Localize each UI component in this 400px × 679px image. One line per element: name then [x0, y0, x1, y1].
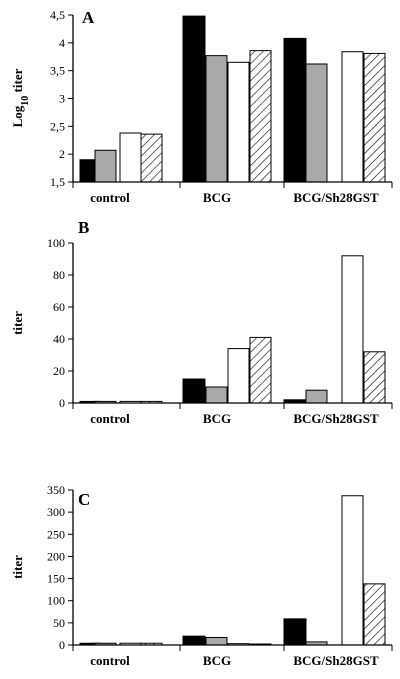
- bar-series-1-bcg: [182, 378, 206, 404]
- x-category-label: BCG: [203, 190, 231, 205]
- bar-series-2-bcg: [205, 55, 228, 183]
- bar-series-4-bcg-sh28gst: [363, 583, 386, 646]
- y-tick-label: 100: [47, 236, 65, 250]
- x-category-label: BCG/Sh28GST: [293, 653, 379, 668]
- x-category-label: control: [90, 411, 130, 426]
- bar-series-1-bcg-sh28gst: [283, 37, 307, 183]
- y-tick-label: 60: [53, 300, 65, 314]
- y-tick-label: 80: [53, 268, 65, 282]
- y-tick-label: 100: [47, 594, 65, 608]
- bar-series-1-bcg-sh28gst: [283, 618, 307, 646]
- y-tick-label: 250: [47, 527, 65, 541]
- y-tick-label: 300: [47, 505, 65, 519]
- chart-panel-a: A Log10 titer 1,5 2 2,5 3 3,5 4 4,5 control BCG BCG…: [10, 8, 393, 205]
- y-tick-label: 3,5: [50, 64, 65, 78]
- bar-series-1-bcg: [182, 15, 206, 183]
- x-category-label: BCG/Sh28GST: [293, 411, 379, 426]
- bar-series-3-control: [119, 132, 142, 183]
- bar-series-4-bcg: [249, 336, 272, 404]
- y-tick-label: 50: [53, 616, 65, 630]
- x-category-label: BCG: [203, 653, 231, 668]
- bar-series-1-bcg: [182, 635, 206, 646]
- x-category-label: control: [90, 653, 130, 668]
- bar-series-2-bcg-sh28gst: [305, 389, 328, 404]
- y-tick-label: 350: [47, 483, 65, 497]
- x-category-label: control: [90, 190, 130, 205]
- bar-series-2-bcg: [205, 636, 228, 646]
- x-category-label: BCG/Sh28GST: [293, 190, 379, 205]
- y-tick-label: 0: [59, 638, 65, 652]
- bar-series-3-bcg: [227, 61, 250, 183]
- y-axis-label: Log10 titer: [10, 68, 31, 127]
- bar-series-4-bcg: [249, 50, 272, 183]
- bar-series-3-bcg: [227, 348, 250, 404]
- y-tick-label: 4: [59, 36, 65, 50]
- y-tick-label: 150: [47, 572, 65, 586]
- y-tick-label: 0: [59, 396, 65, 410]
- y-tick-label: 1,5: [50, 175, 65, 189]
- y-tick-label: 2,5: [50, 119, 65, 133]
- bar-series-3-bcg-sh28gst: [341, 495, 364, 646]
- bar-series-2-bcg-sh28gst: [305, 63, 328, 183]
- panel-label: A: [82, 8, 95, 27]
- bar-series-4-bcg-sh28gst: [363, 351, 386, 404]
- y-tick-label: 200: [47, 549, 65, 563]
- panel-label: B: [78, 218, 89, 237]
- bar-series-3-bcg-sh28gst: [341, 255, 364, 404]
- y-tick-label: 4,5: [50, 8, 65, 22]
- y-tick-label: 3: [59, 92, 65, 106]
- x-category-label: BCG: [203, 411, 231, 426]
- y-tick-label: 2: [59, 147, 65, 161]
- bar-series-2-bcg: [205, 386, 228, 404]
- bar-series-4-bcg-sh28gst: [363, 52, 386, 183]
- bar-series-3-bcg-sh28gst: [341, 51, 364, 183]
- y-tick-label: 20: [53, 364, 65, 378]
- y-axis-label: titer: [10, 555, 25, 579]
- bar-series-2-control: [94, 149, 117, 183]
- panel-label: C: [78, 490, 90, 509]
- bar-series-4-control: [140, 133, 163, 183]
- y-tick-label: 40: [53, 332, 65, 346]
- y-axis-label: titer: [10, 311, 25, 335]
